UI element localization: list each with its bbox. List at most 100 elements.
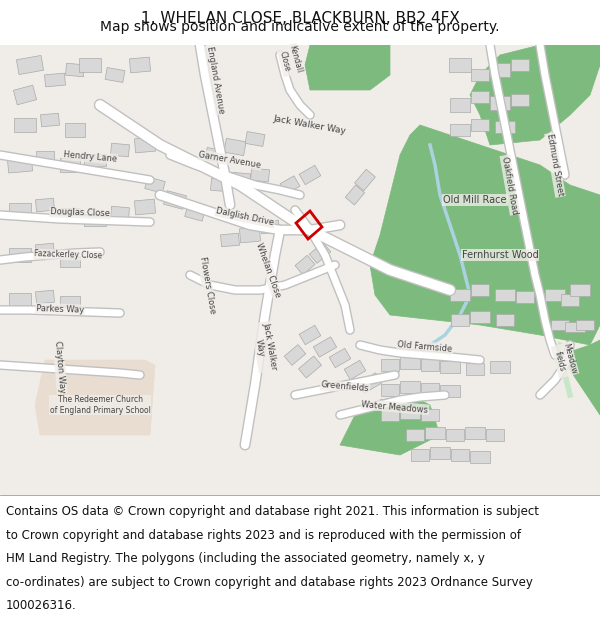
Text: Douglas Close: Douglas Close xyxy=(50,208,110,219)
Text: Jack Walker
Way: Jack Walker Way xyxy=(251,321,279,372)
Polygon shape xyxy=(470,45,600,145)
Bar xyxy=(224,138,246,156)
Text: 100026316.: 100026316. xyxy=(6,599,77,612)
Text: Old Farmside: Old Farmside xyxy=(397,340,453,354)
Bar xyxy=(105,68,125,82)
Polygon shape xyxy=(0,45,600,495)
Bar xyxy=(400,407,420,419)
Bar xyxy=(60,208,80,222)
Text: Greenfields: Greenfields xyxy=(320,381,370,394)
Bar xyxy=(79,58,101,72)
Bar xyxy=(41,113,59,127)
Bar xyxy=(355,169,376,191)
Text: Oakfield Road: Oakfield Road xyxy=(500,155,520,215)
Bar xyxy=(400,381,420,393)
Bar xyxy=(490,63,510,77)
Text: Edmund Street: Edmund Street xyxy=(545,133,565,197)
Bar xyxy=(565,322,585,332)
Bar xyxy=(425,427,445,439)
Bar xyxy=(134,137,155,153)
Bar xyxy=(60,158,80,172)
Bar xyxy=(358,372,382,393)
Bar xyxy=(44,73,65,87)
Bar xyxy=(295,255,315,275)
Bar xyxy=(490,361,510,373)
Bar xyxy=(229,172,251,188)
Polygon shape xyxy=(305,45,390,90)
Bar xyxy=(450,124,470,136)
Bar xyxy=(14,118,36,132)
Text: Water Meadows: Water Meadows xyxy=(361,399,429,414)
Text: Old Mill Race: Old Mill Race xyxy=(443,195,507,205)
Bar xyxy=(440,361,460,373)
Bar xyxy=(451,449,469,461)
Bar xyxy=(466,363,484,375)
Bar xyxy=(511,94,529,106)
Bar xyxy=(164,191,187,209)
Bar xyxy=(421,359,439,371)
Bar xyxy=(185,205,205,221)
Text: Clayton Way: Clayton Way xyxy=(53,341,67,394)
Bar xyxy=(239,227,260,243)
Text: Meadow
fields: Meadow fields xyxy=(551,342,578,378)
Bar xyxy=(446,429,464,441)
Bar xyxy=(465,427,485,439)
Bar xyxy=(400,357,420,369)
Text: Flowers Close: Flowers Close xyxy=(197,256,217,314)
Bar xyxy=(9,293,31,307)
Polygon shape xyxy=(340,395,440,455)
Bar xyxy=(35,243,55,257)
Bar xyxy=(284,344,306,366)
Bar xyxy=(381,409,399,421)
Text: Garner Avenue: Garner Avenue xyxy=(198,150,262,170)
Bar xyxy=(9,203,31,217)
Bar xyxy=(495,121,515,133)
Bar xyxy=(65,123,85,137)
Bar xyxy=(35,290,55,304)
Bar xyxy=(470,451,490,463)
Text: Parkes Way: Parkes Way xyxy=(36,304,84,314)
Bar xyxy=(430,447,450,459)
Bar xyxy=(260,220,280,234)
Bar xyxy=(134,199,155,215)
Bar xyxy=(84,214,106,226)
Text: The Redeemer Church
of England Primary School: The Redeemer Church of England Primary S… xyxy=(50,395,151,415)
Bar xyxy=(421,409,439,421)
Bar xyxy=(280,176,300,194)
Bar xyxy=(245,131,265,146)
Bar xyxy=(251,168,269,182)
Bar xyxy=(486,429,504,441)
Bar xyxy=(561,294,579,306)
Bar xyxy=(516,291,534,303)
Bar xyxy=(60,253,80,267)
Bar xyxy=(110,206,130,220)
Polygon shape xyxy=(370,125,600,345)
Bar xyxy=(329,348,351,368)
Bar xyxy=(471,119,489,131)
Bar xyxy=(205,148,225,162)
Bar xyxy=(299,325,321,345)
Bar xyxy=(490,96,510,110)
Bar xyxy=(84,154,106,166)
Text: Fazackerley Close: Fazackerley Close xyxy=(34,249,102,261)
Bar xyxy=(36,151,54,163)
Text: Kendall
Close: Kendall Close xyxy=(277,44,303,76)
Text: Contains OS data © Crown copyright and database right 2021. This information is : Contains OS data © Crown copyright and d… xyxy=(6,506,539,518)
Bar xyxy=(35,198,55,212)
Bar xyxy=(411,449,429,461)
Text: Hendry Lane: Hendry Lane xyxy=(63,150,117,164)
Bar xyxy=(221,233,239,247)
Bar xyxy=(570,284,590,296)
Bar xyxy=(471,91,489,103)
Polygon shape xyxy=(35,360,155,435)
Bar xyxy=(421,383,439,395)
Text: Jack Walker Way: Jack Walker Way xyxy=(273,114,347,136)
Bar xyxy=(65,63,85,77)
Text: HM Land Registry. The polygons (including the associated geometry, namely x, y: HM Land Registry. The polygons (includin… xyxy=(6,552,485,565)
Bar xyxy=(495,289,515,301)
Bar xyxy=(381,384,399,396)
Bar xyxy=(449,58,471,72)
Text: 1, WHELAN CLOSE, BLACKBURN, BB2 4FX: 1, WHELAN CLOSE, BLACKBURN, BB2 4FX xyxy=(140,11,460,26)
Bar xyxy=(130,57,151,73)
Bar xyxy=(471,284,489,296)
